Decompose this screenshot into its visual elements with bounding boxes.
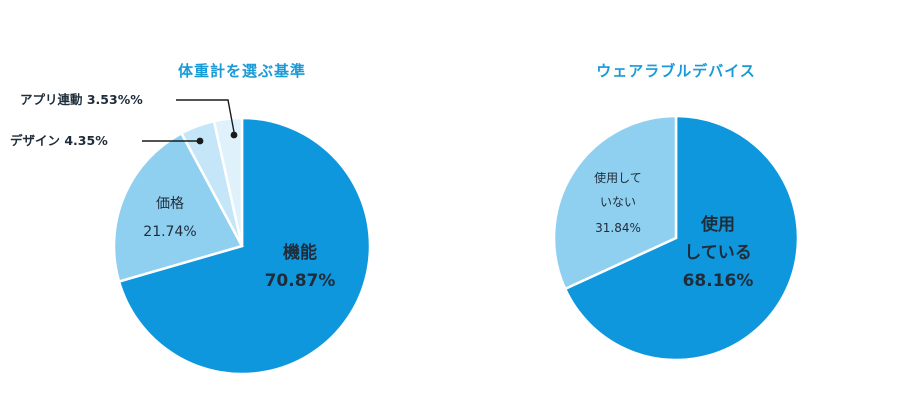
callout-app: アプリ連動 3.53%% <box>20 92 143 107</box>
slice-label-using-line1: 使用 <box>700 214 735 235</box>
slice-value-using: 68.16% <box>683 271 754 291</box>
callout-design: デザイン 4.35% <box>10 133 108 148</box>
leader-dot-app <box>230 131 238 139</box>
pie-slice-1-1 <box>112 131 244 284</box>
slice-label-notusing-line2: いない <box>600 195 636 209</box>
slice-value-notusing: 31.84% <box>595 221 641 235</box>
pie-chart-wearable <box>552 114 800 362</box>
pie-slice-2-0 <box>563 114 800 362</box>
slice-label-function: 機能 <box>283 242 317 263</box>
chart-title-wearable: ウェアラブルデバイス <box>596 62 756 80</box>
leader-line-app <box>176 99 235 133</box>
slice-label-using-line2: している <box>684 243 752 263</box>
slice-label-price: 価格 <box>156 196 184 212</box>
pie-slice-2-1 <box>552 114 678 291</box>
chart-title-weight-scale: 体重計を選ぶ基準 <box>178 62 306 80</box>
slice-value-function: 70.87% <box>265 271 336 291</box>
slice-labels: 機能 70.87% 価格 21.74% デザイン 4.35% アプリ連動 3.53%% 使用… <box>10 92 753 291</box>
leader-dot-design <box>196 137 204 145</box>
slice-label-notusing-line1: 使用して <box>594 170 642 185</box>
pie-slice-1-0 <box>117 116 372 376</box>
pie-slice-1-3 <box>212 116 244 247</box>
slice-value-price: 21.74% <box>143 224 196 240</box>
pie-chart-weight-scale <box>112 116 372 376</box>
